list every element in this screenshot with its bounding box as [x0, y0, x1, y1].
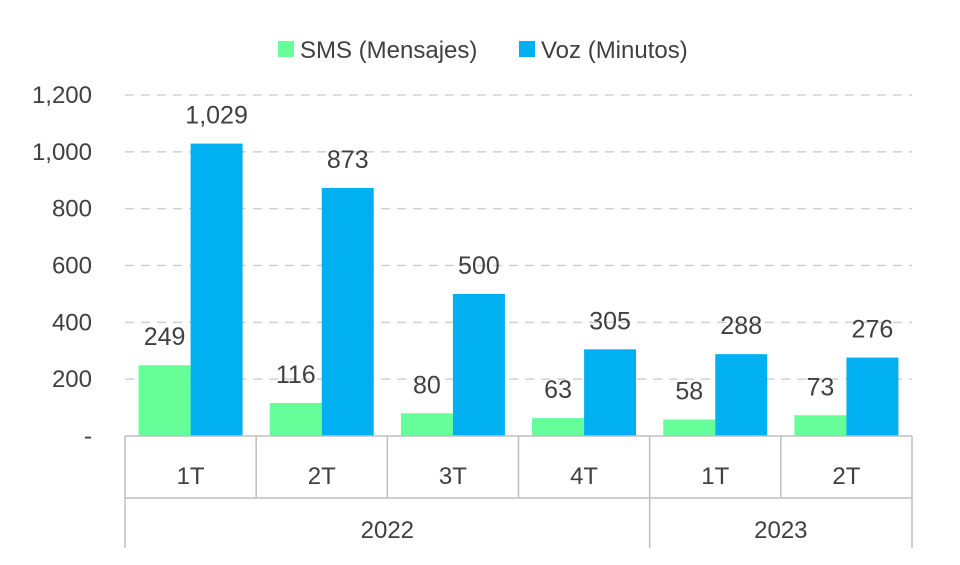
y-tick-label: - — [84, 423, 92, 450]
y-tick-label: 200 — [52, 366, 92, 393]
data-label-voz: 500 — [458, 252, 500, 280]
x-axis: 1T 2T 3T 4T 2022 1T 2T 2023 — [124, 435, 913, 548]
data-label-sms: 80 — [413, 371, 441, 399]
x-tick-label: 4T — [570, 463, 598, 490]
x-tick-label: 1T — [701, 463, 729, 490]
legend-swatch-sms — [278, 41, 294, 57]
data-label-voz: 288 — [720, 312, 762, 340]
bar-sms — [138, 365, 191, 436]
data-label-sms: 58 — [675, 378, 703, 406]
bar-voz — [584, 349, 637, 436]
bar-voz — [452, 293, 505, 436]
y-tick-label: 1,000 — [32, 139, 92, 166]
grid-lines — [125, 94, 912, 380]
y-tick-label: 1,200 — [32, 82, 92, 109]
data-label-voz: 305 — [589, 307, 631, 335]
data-label-voz: 873 — [327, 146, 369, 174]
legend-label-sms: SMS (Mensajes) — [300, 37, 477, 64]
y-tick-label: 800 — [52, 196, 92, 223]
data-labels: 249 1,029 116 873 80 500 63 305 58 288 73 276 — [144, 102, 894, 406]
bar-sms — [532, 418, 585, 436]
y-tick-label: 600 — [52, 253, 92, 280]
data-label-sms: 116 — [276, 361, 316, 389]
bar-sms — [400, 413, 453, 436]
x-tick-label: 2T — [308, 463, 336, 490]
data-label-sms: 63 — [544, 376, 572, 404]
data-label-voz: 276 — [852, 316, 894, 344]
bar-sms — [663, 419, 716, 436]
legend-swatch-voz — [519, 41, 535, 57]
data-label-sms: 249 — [144, 323, 186, 351]
legend-label-voz: Voz (Minutos) — [541, 37, 688, 64]
bar-voz — [321, 187, 374, 436]
y-tick-label: 400 — [52, 309, 92, 336]
chart-legend: SMS (Mensajes) Voz (Minutos) — [278, 37, 688, 64]
bar-sms — [269, 403, 322, 436]
x-group-label: 2023 — [754, 517, 807, 544]
x-tick-label: 1T — [177, 463, 205, 490]
bars — [138, 143, 899, 436]
y-axis: - 200 400 600 800 1,000 1,200 — [32, 82, 92, 450]
bar-voz — [715, 354, 768, 436]
bar-sms — [794, 415, 847, 436]
x-tick-label: 2T — [832, 463, 860, 490]
x-group-label: 2022 — [361, 517, 414, 544]
x-tick-label: 3T — [439, 463, 467, 490]
data-label-voz: 1,029 — [185, 102, 248, 130]
bar-voz — [190, 143, 243, 436]
bar-voz — [846, 357, 899, 436]
data-label-sms: 73 — [807, 373, 835, 401]
